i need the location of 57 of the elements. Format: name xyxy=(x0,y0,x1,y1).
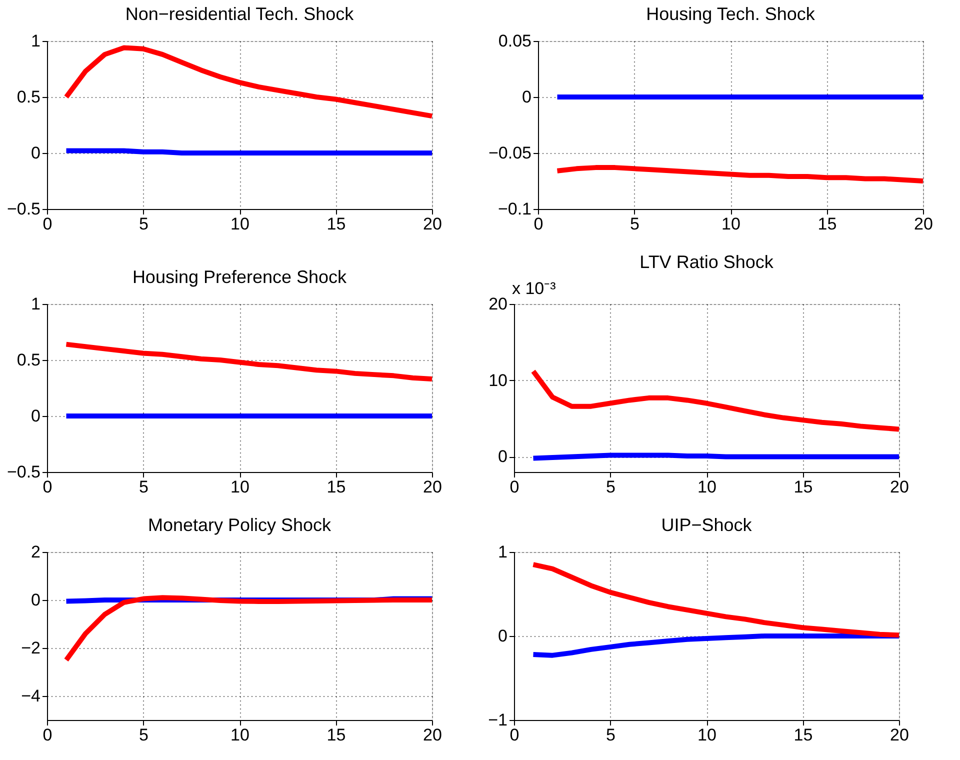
x-tick-label: 15 xyxy=(794,726,813,744)
y-tick-label: 2 xyxy=(31,542,40,562)
y-tick-label: −4 xyxy=(21,686,40,706)
text: x 10⁻³ xyxy=(512,279,556,298)
x-tick-label: 5 xyxy=(139,214,148,234)
x-tick-label: 15 xyxy=(794,478,813,496)
x-tick-label: 5 xyxy=(606,726,616,744)
chart-title: LTV Ratio Shock xyxy=(640,252,774,272)
x-tick-label: 20 xyxy=(423,478,442,496)
x-tick-label: 0 xyxy=(42,726,52,744)
y-tick-label: 0.05 xyxy=(498,32,532,50)
chart-title: Housing Preference Shock xyxy=(132,267,348,287)
y-tick-label: 0 xyxy=(498,626,508,646)
y-tick-label: 1 xyxy=(498,542,508,562)
x-tick-label: 5 xyxy=(630,214,640,234)
chart-title: Housing Tech. Shock xyxy=(646,4,816,24)
y-tick-label: −0.5 xyxy=(6,462,40,482)
y-tick-label: 1 xyxy=(31,32,40,50)
chart-title: Non−residential Tech. Shock xyxy=(125,4,355,24)
y-tick-label: 1 xyxy=(31,294,40,314)
x-tick-label: 10 xyxy=(698,478,716,496)
x-tick-label: 15 xyxy=(326,726,346,744)
x-tick-label: 10 xyxy=(722,214,740,234)
y-tick-label: −1 xyxy=(488,710,508,730)
x-tick-label: 0 xyxy=(534,214,544,234)
x-tick-label: 10 xyxy=(230,726,250,744)
x-tick-label: 5 xyxy=(139,478,148,496)
y-tick-label: 0 xyxy=(522,88,532,106)
chart-title: Monetary Policy Shock xyxy=(148,515,332,535)
x-tick-label: 15 xyxy=(326,478,346,496)
y-tick-label: 20 xyxy=(488,294,508,314)
y-tick-label: 0.5 xyxy=(16,350,40,370)
y-tick-label: 0 xyxy=(31,144,40,162)
chart-title: UIP−Shock xyxy=(661,515,753,535)
x-tick-label: 20 xyxy=(890,726,909,744)
x-tick-label: 5 xyxy=(606,478,616,496)
x-tick-label: 10 xyxy=(230,214,250,234)
x-tick-label: 20 xyxy=(423,214,442,234)
y-tick-label: 0 xyxy=(31,590,40,610)
y-tick-label: −2 xyxy=(21,638,40,658)
x-tick-label: 0 xyxy=(42,214,52,234)
x-tick-label: 15 xyxy=(818,214,837,234)
y-tick-label: 10 xyxy=(488,370,508,390)
y-tick-label: 0 xyxy=(31,406,40,426)
x-tick-label: 20 xyxy=(423,726,442,744)
x-tick-label: 10 xyxy=(230,478,250,496)
y-tick-label: 0.5 xyxy=(16,88,40,106)
y-tick-label: −0.5 xyxy=(6,200,40,218)
y-tick-label: −0.05 xyxy=(488,144,532,162)
x-tick-label: 10 xyxy=(698,726,716,744)
x-tick-label: 15 xyxy=(326,214,346,234)
y-tick-label: −0.1 xyxy=(498,200,532,218)
x-tick-label: 5 xyxy=(139,726,148,744)
y-tick-label: 0 xyxy=(498,447,508,466)
x-tick-label: 20 xyxy=(890,478,909,496)
x-tick-label: 0 xyxy=(42,478,52,496)
x-tick-label: 20 xyxy=(914,214,933,234)
